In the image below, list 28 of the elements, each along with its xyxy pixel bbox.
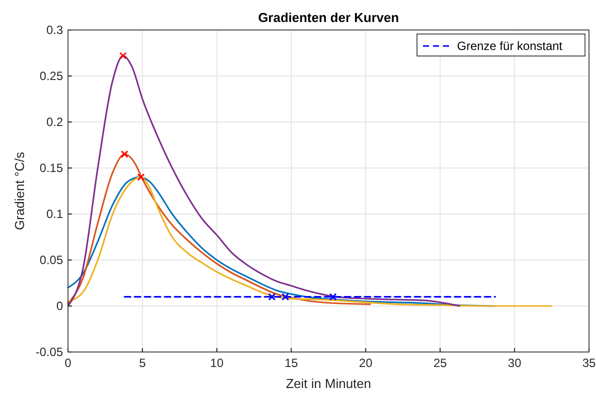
y-tick-label: 0.05 (40, 253, 64, 267)
point (268, 293, 276, 301)
y-tick-label: 0.25 (40, 69, 64, 83)
x-tick-label: 5 (139, 356, 146, 370)
chart-title: Gradienten der Kurven (258, 10, 399, 25)
y-tick-label: 0 (56, 299, 64, 313)
point (137, 173, 145, 181)
x-tick-label: 15 (284, 356, 298, 370)
y-tick-label: 0.15 (40, 161, 64, 175)
x-tick-label: 30 (508, 356, 522, 370)
point (119, 52, 127, 60)
legend-label: Grenze für konstant (457, 39, 564, 53)
x-tick-label: 0 (64, 356, 72, 370)
point (329, 293, 337, 301)
x-tick-label: 20 (359, 356, 373, 370)
y-tick-label: 0.3 (46, 23, 64, 37)
point (282, 293, 290, 301)
y-tick-label: 0.2 (46, 115, 64, 129)
point (120, 150, 128, 158)
x-tick-label: 25 (433, 356, 448, 370)
x-tick-label: 35 (582, 356, 596, 370)
y-tick-label: 0.1 (46, 207, 64, 221)
x-tick-label: 10 (210, 356, 224, 370)
y-axis-title: Gradient °C/s (12, 151, 27, 230)
x-axis-title: Zeit in Minuten (286, 376, 372, 391)
line-series (67, 153, 371, 305)
y-tick-label: -0.05 (36, 345, 64, 359)
line-series (67, 54, 460, 307)
